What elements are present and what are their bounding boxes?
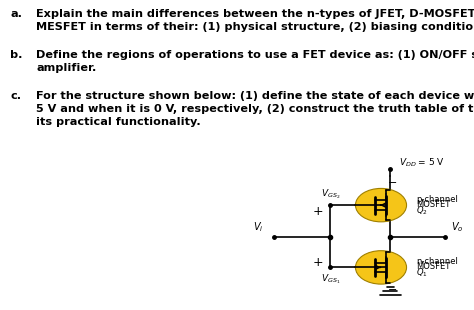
Circle shape [356, 251, 407, 284]
Text: $V_{GS_2}$: $V_{GS_2}$ [320, 188, 340, 201]
Text: Define the regions of operations to use a FET device as: (1) ON/OFF switch, (2) : Define the regions of operations to use … [36, 50, 474, 73]
Text: +: + [313, 205, 324, 218]
Text: $Q_1$: $Q_1$ [416, 267, 428, 279]
Text: $Q_2$: $Q_2$ [416, 204, 428, 217]
Text: $V_o$: $V_o$ [451, 220, 463, 234]
Text: b.: b. [10, 50, 23, 60]
Text: Explain the main differences between the n-types of JFET, D-MOSFET, E-MOSFET, an: Explain the main differences between the… [36, 9, 474, 32]
Text: For the structure shown below: (1) define the state of each device when the inpu: For the structure shown below: (1) defin… [36, 91, 474, 127]
Circle shape [356, 188, 407, 222]
Text: p-channel: p-channel [416, 195, 458, 204]
Text: n-channel: n-channel [416, 257, 458, 266]
Text: $V_i$: $V_i$ [253, 220, 264, 234]
Text: −: − [388, 285, 397, 295]
Text: c.: c. [10, 91, 21, 101]
Text: $V_{GS_1}$: $V_{GS_1}$ [320, 272, 340, 286]
Text: −: − [388, 178, 397, 188]
Text: +: + [313, 256, 324, 269]
Text: MOSFET: MOSFET [416, 200, 450, 209]
Text: $V_{DD}$ = 5 V: $V_{DD}$ = 5 V [399, 156, 445, 169]
Text: MOSFET: MOSFET [416, 262, 450, 271]
Text: a.: a. [10, 9, 22, 19]
